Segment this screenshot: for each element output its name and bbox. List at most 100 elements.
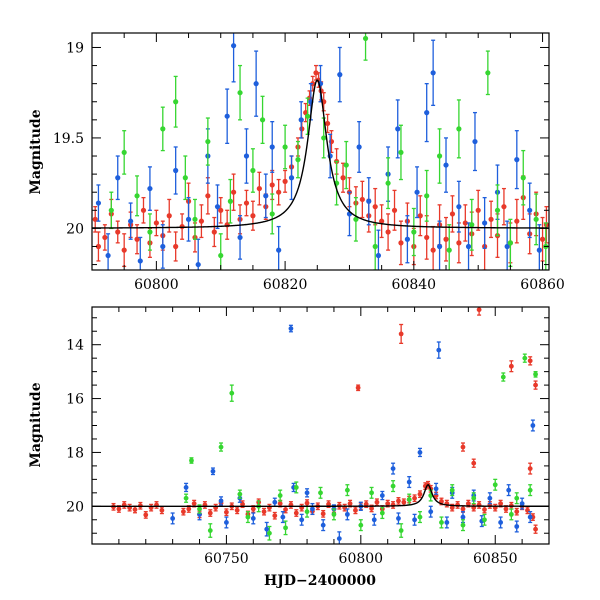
point-marker — [272, 499, 278, 505]
data-point — [346, 191, 353, 237]
data-point — [446, 224, 452, 270]
point-marker — [482, 517, 487, 523]
point-marker — [514, 157, 520, 163]
data-point — [250, 148, 256, 193]
point-marker — [469, 222, 475, 228]
point-marker — [115, 229, 121, 235]
data-point — [525, 506, 530, 515]
data-point — [263, 173, 269, 219]
point-marker — [371, 517, 377, 523]
data-point — [154, 501, 159, 509]
point-marker — [128, 218, 134, 224]
point-marker — [299, 517, 305, 523]
data-point — [140, 196, 147, 224]
data-point — [293, 481, 299, 494]
point-marker — [412, 495, 417, 501]
point-marker — [374, 499, 380, 505]
point-marker — [264, 526, 270, 532]
data-point — [488, 200, 494, 239]
data-point — [514, 492, 520, 505]
point-marker — [500, 374, 506, 380]
data-point — [417, 511, 423, 524]
data-point — [237, 215, 243, 260]
data-point — [295, 140, 301, 179]
data-point — [276, 225, 282, 270]
data-point — [245, 511, 251, 524]
point-marker — [385, 180, 391, 186]
data-point — [205, 117, 211, 166]
point-marker — [277, 501, 283, 507]
data-point — [482, 196, 488, 249]
data-point — [160, 224, 166, 269]
data-point — [134, 175, 140, 217]
point-marker — [185, 216, 192, 222]
data-point — [166, 198, 172, 233]
point-marker — [324, 120, 331, 127]
data-point — [372, 187, 378, 226]
point-marker — [121, 247, 127, 253]
data-point — [293, 509, 299, 517]
y-tick-label: 16 — [66, 392, 84, 408]
point-marker — [250, 213, 256, 219]
data-point — [277, 489, 283, 502]
data-point — [465, 499, 471, 508]
point-marker — [95, 200, 102, 206]
point-marker — [472, 138, 478, 145]
data-point — [243, 128, 250, 184]
point-marker — [205, 193, 211, 199]
point-marker — [214, 204, 221, 210]
data-point — [305, 97, 311, 135]
data-point — [336, 531, 342, 544]
data-point — [243, 189, 250, 217]
data-point — [465, 222, 472, 270]
point-marker — [498, 520, 504, 525]
data-point — [414, 166, 420, 219]
data-point — [231, 33, 237, 83]
point-marker — [527, 358, 533, 364]
point-marker — [498, 501, 504, 507]
point-marker — [504, 243, 510, 250]
top-ticks: 60800 60820 60840 60860 19 19.5 20 — [53, 33, 565, 293]
x-tick-label: 60800 — [134, 277, 179, 293]
data-point — [390, 501, 396, 509]
point-marker — [522, 355, 528, 361]
y-tick-label: 20 — [66, 499, 84, 515]
data-point — [173, 231, 179, 262]
data-point — [343, 140, 349, 190]
point-marker — [533, 216, 539, 222]
data-point — [342, 503, 348, 512]
point-marker — [369, 506, 374, 511]
data-point — [385, 213, 391, 251]
point-marker — [460, 514, 466, 520]
data-point — [449, 195, 456, 233]
point-marker — [321, 135, 327, 141]
point-marker — [398, 331, 404, 337]
point-marker — [539, 236, 546, 242]
point-marker — [250, 506, 256, 512]
x-tick-label: 60820 — [263, 277, 308, 293]
point-marker — [283, 507, 288, 512]
point-marker — [170, 516, 176, 521]
point-marker — [508, 363, 514, 369]
point-marker — [267, 530, 272, 536]
model-curve — [92, 484, 549, 507]
data-point — [115, 220, 121, 244]
data-point — [218, 233, 224, 270]
data-point — [366, 177, 372, 226]
data-point — [218, 442, 224, 452]
data-point — [433, 482, 439, 495]
point-marker — [259, 117, 266, 123]
point-marker — [280, 514, 286, 520]
data-point — [462, 204, 468, 242]
data-point — [455, 501, 460, 509]
point-marker — [166, 213, 172, 219]
data-point — [213, 503, 219, 512]
data-point — [443, 137, 449, 193]
point-marker — [147, 185, 153, 192]
point-marker — [460, 444, 466, 450]
point-marker — [102, 234, 108, 241]
point-marker — [240, 501, 245, 507]
point-marker — [288, 175, 295, 181]
point-marker — [362, 35, 369, 42]
data-point — [460, 519, 466, 532]
